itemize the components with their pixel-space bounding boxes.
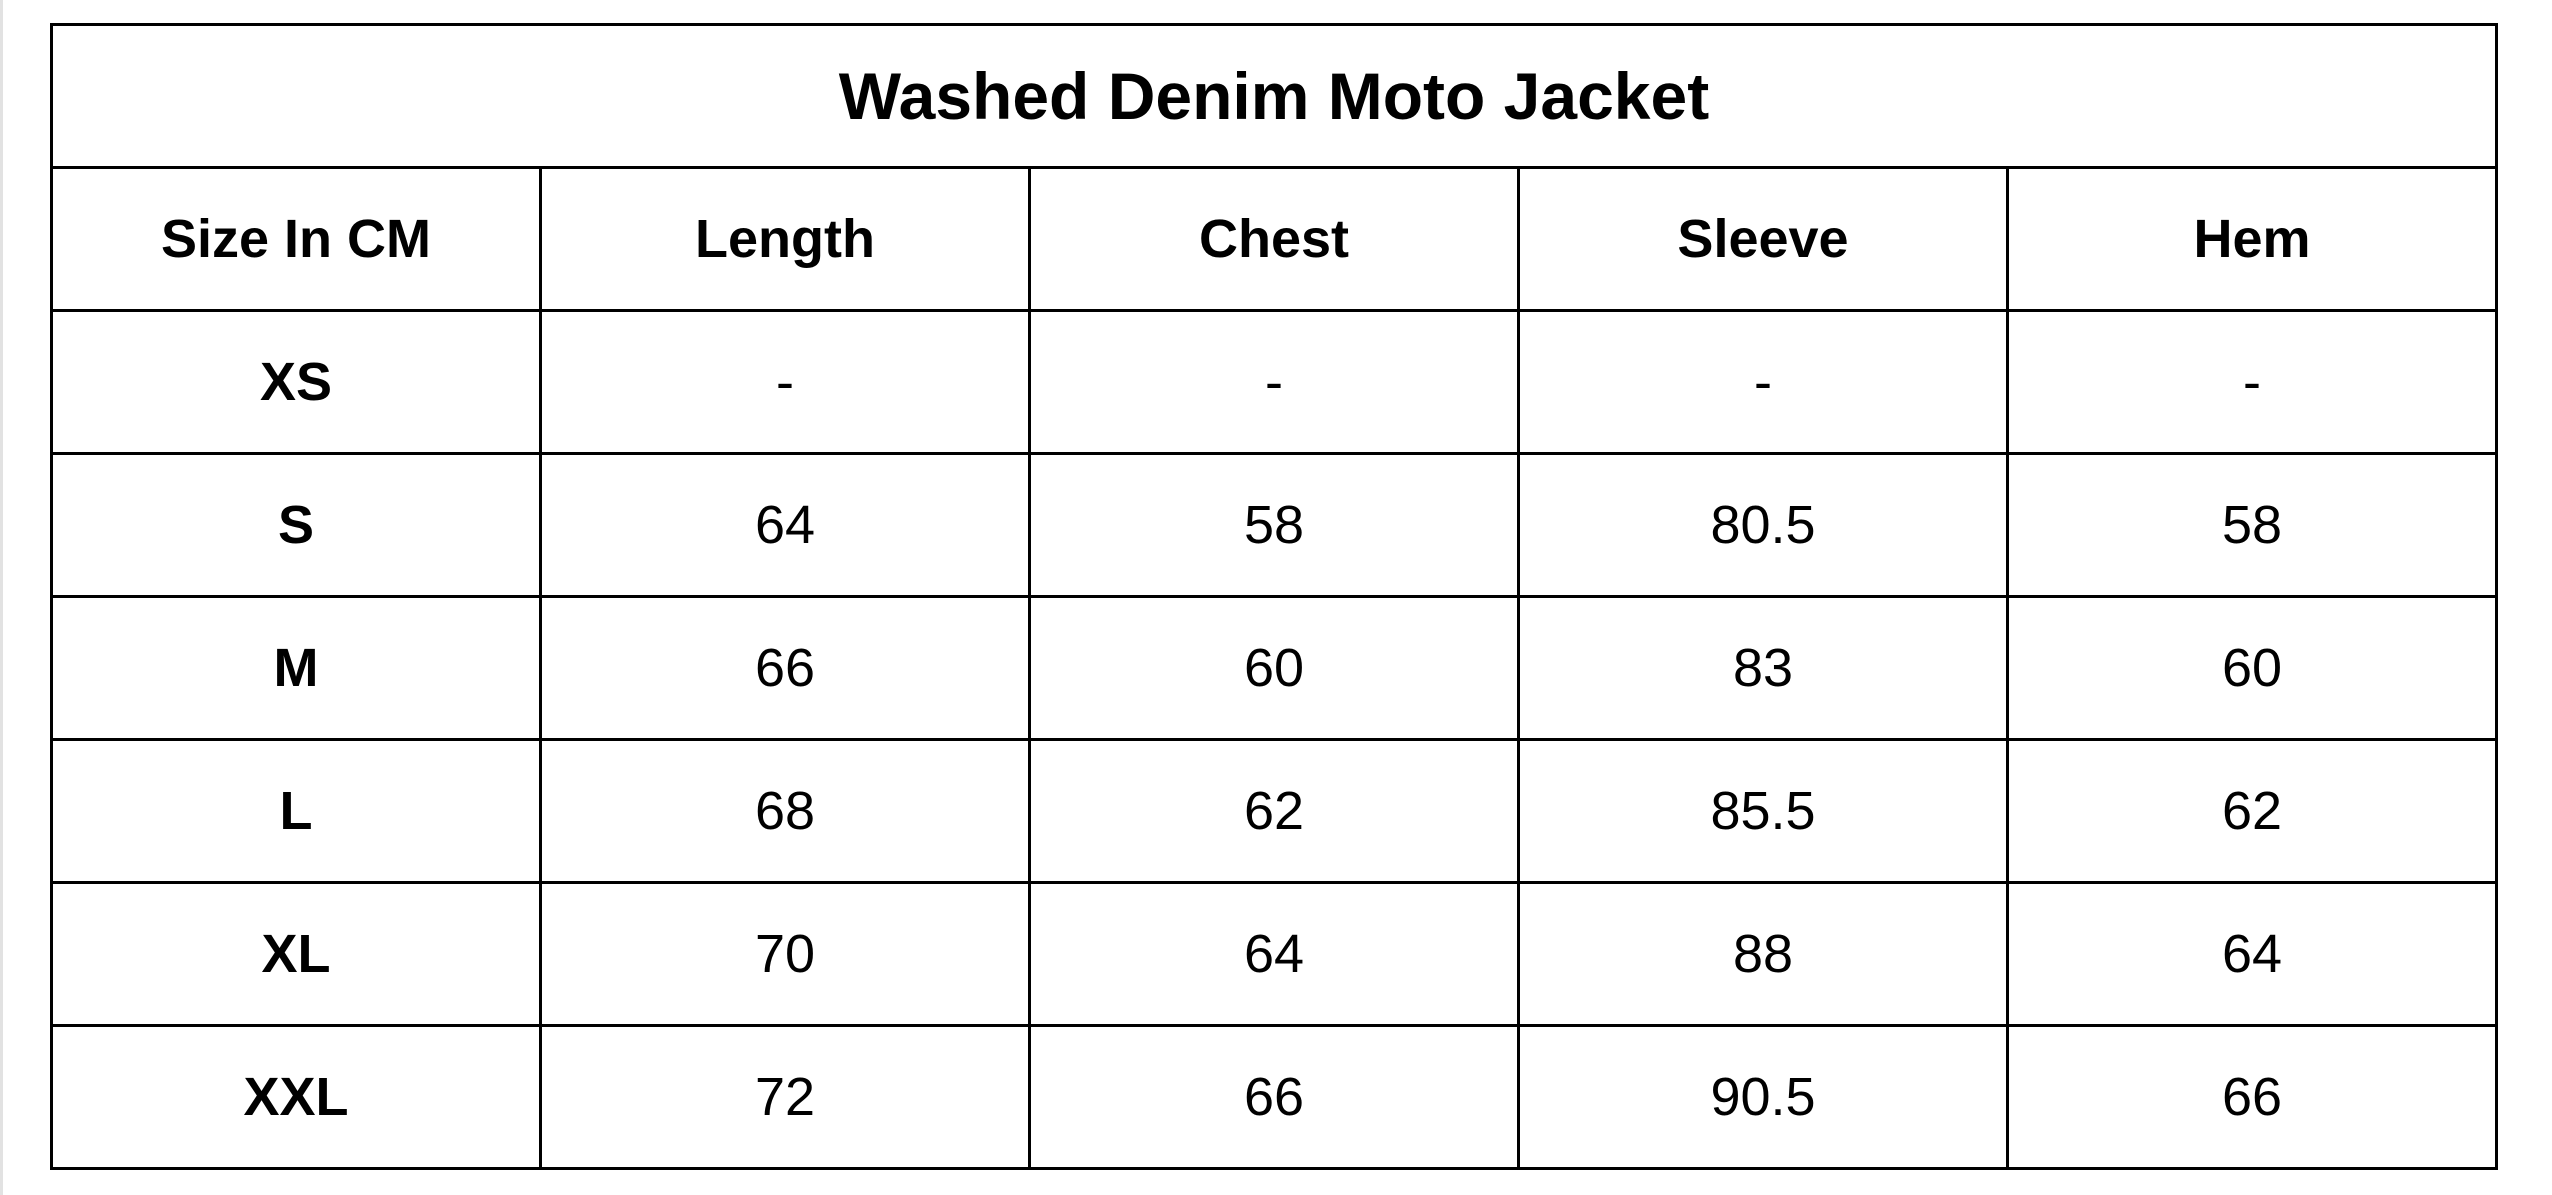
- measurement: 66: [539, 595, 1031, 741]
- size-chart: Washed Denim Moto Jacket Size In CM Lengt…: [50, 23, 2498, 1170]
- measurement: 83: [1517, 595, 2009, 741]
- size-row: S 64 58 80.5 58: [50, 452, 2498, 598]
- size-row: XXL 72 66 90.5 66: [50, 1024, 2498, 1170]
- size-row: M 66 60 83 60: [50, 595, 2498, 741]
- size-label: XS: [50, 309, 542, 455]
- measurement: 66: [1028, 1024, 1520, 1170]
- measurement: 64: [539, 452, 1031, 598]
- measurement: -: [1517, 309, 2009, 455]
- measurement: 70: [539, 881, 1031, 1027]
- measurement: 90.5: [1517, 1024, 2009, 1170]
- measurement: -: [539, 309, 1031, 455]
- size-row: L 68 62 85.5 62: [50, 738, 2498, 884]
- measurement: 66: [2006, 1024, 2498, 1170]
- column-header: Chest: [1028, 166, 1520, 312]
- measurement: 62: [2006, 738, 2498, 884]
- title-row: Washed Denim Moto Jacket: [50, 23, 2498, 169]
- left-edge: [0, 0, 3, 1195]
- measurement: 58: [2006, 452, 2498, 598]
- column-header: Size In CM: [50, 166, 542, 312]
- table-body: Size In CM Length Chest Sleeve Hem XS - - - - S 64 5…: [50, 166, 2498, 1170]
- measurement: 64: [1028, 881, 1520, 1027]
- measurement: 72: [539, 1024, 1031, 1170]
- size-row: XL 70 64 88 64: [50, 881, 2498, 1027]
- header-row: Size In CM Length Chest Sleeve Hem: [50, 166, 2498, 312]
- size-label: XL: [50, 881, 542, 1027]
- column-header: Hem: [2006, 166, 2498, 312]
- measurement: 60: [2006, 595, 2498, 741]
- size-label: S: [50, 452, 542, 598]
- table-title: Washed Denim Moto Jacket: [50, 23, 2498, 169]
- measurement: 80.5: [1517, 452, 2009, 598]
- measurement: 60: [1028, 595, 1520, 741]
- column-header: Length: [539, 166, 1031, 312]
- size-row: XS - - - -: [50, 309, 2498, 455]
- size-label: L: [50, 738, 542, 884]
- measurement: 85.5: [1517, 738, 2009, 884]
- measurement: 58: [1028, 452, 1520, 598]
- measurement: 88: [1517, 881, 2009, 1027]
- column-header: Sleeve: [1517, 166, 2009, 312]
- measurement: 64: [2006, 881, 2498, 1027]
- size-label: XXL: [50, 1024, 542, 1170]
- measurement: 68: [539, 738, 1031, 884]
- measurement: -: [1028, 309, 1520, 455]
- measurement: -: [2006, 309, 2498, 455]
- size-label: M: [50, 595, 542, 741]
- measurement: 62: [1028, 738, 1520, 884]
